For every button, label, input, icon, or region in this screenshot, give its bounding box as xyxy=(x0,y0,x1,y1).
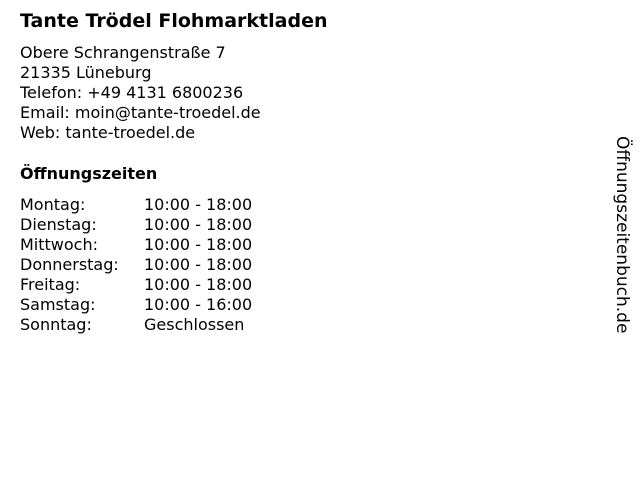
hours-table: Montag: 10:00 - 18:00 Dienstag: 10:00 - 18… xyxy=(18,195,254,335)
table-row: Montag: 10:00 - 18:00 xyxy=(18,195,254,215)
source-label: Öffnungszeitenbuch.de xyxy=(612,136,632,334)
hours-heading: Öffnungszeiten xyxy=(20,164,158,183)
time: 10:00 - 18:00 xyxy=(144,275,253,294)
day: Sonntag: xyxy=(20,315,92,334)
table-row: Sonntag: Geschlossen xyxy=(18,315,254,335)
time: 10:00 - 16:00 xyxy=(144,295,253,314)
day: Mittwoch: xyxy=(20,235,98,254)
day: Montag: xyxy=(20,195,86,214)
day: Freitag: xyxy=(20,275,81,294)
table-row: Donnerstag: 10:00 - 18:00 xyxy=(18,255,254,275)
time: 10:00 - 18:00 xyxy=(144,195,253,214)
time: 10:00 - 18:00 xyxy=(144,235,253,254)
time: 10:00 - 18:00 xyxy=(144,255,253,274)
day: Samstag: xyxy=(20,295,96,314)
time: Geschlossen xyxy=(144,315,245,334)
table-row: Freitag: 10:00 - 18:00 xyxy=(18,275,254,295)
email: Email: moin@tante-troedel.de xyxy=(20,103,261,122)
address-block: Obere Schrangenstraße 7 21335 Lüneburg T… xyxy=(20,43,261,143)
day: Donnerstag: xyxy=(20,255,119,274)
website: Web: tante-troedel.de xyxy=(20,123,196,142)
table-row: Mittwoch: 10:00 - 18:00 xyxy=(18,235,254,255)
table-row: Dienstag: 10:00 - 18:00 xyxy=(18,215,254,235)
day: Dienstag: xyxy=(20,215,97,234)
city: 21335 Lüneburg xyxy=(20,63,152,82)
shop-title: Tante Trödel Flohmarktladen xyxy=(20,10,328,32)
street: Obere Schrangenstraße 7 xyxy=(20,43,226,62)
phone: Telefon: +49 4131 6800236 xyxy=(20,83,244,102)
time: 10:00 - 18:00 xyxy=(144,215,253,234)
table-row: Samstag: 10:00 - 16:00 xyxy=(18,295,254,315)
